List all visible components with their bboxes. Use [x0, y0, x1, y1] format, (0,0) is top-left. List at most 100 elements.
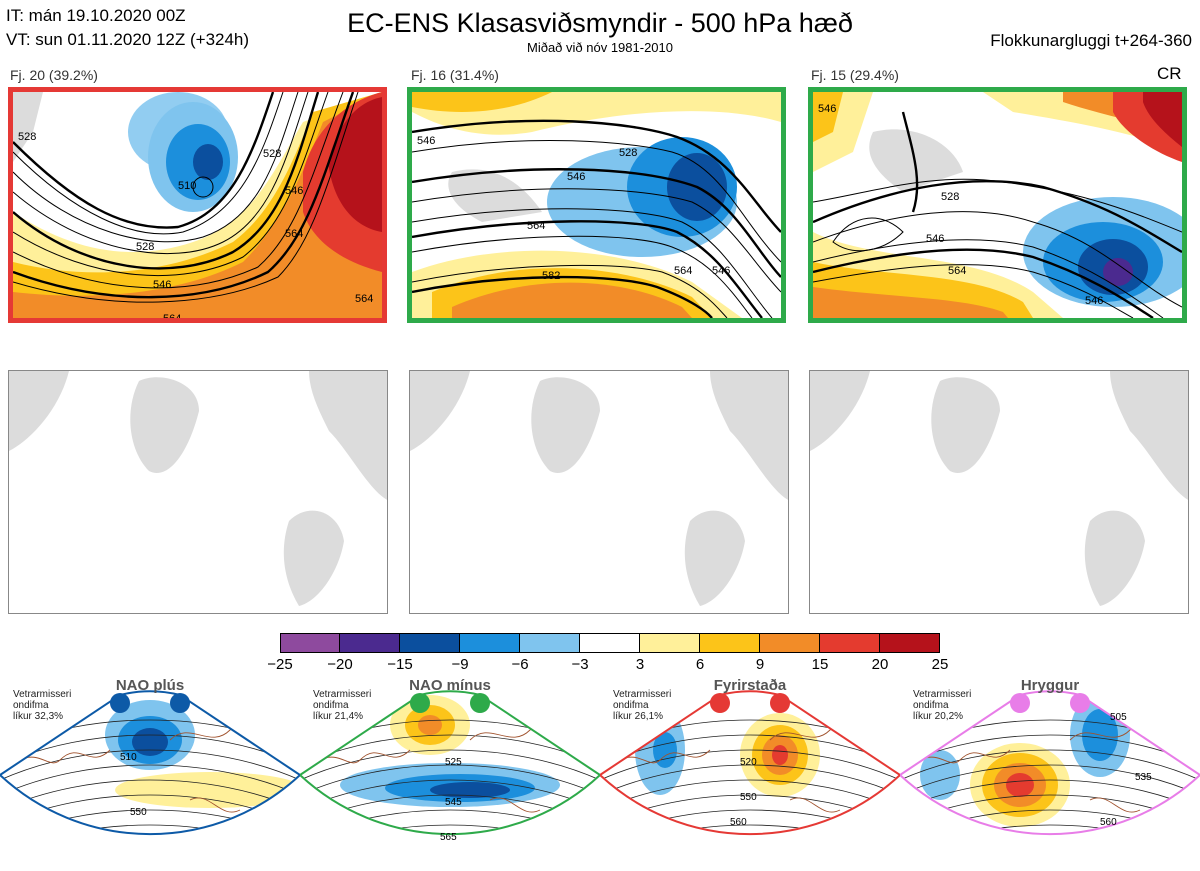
empty-map-2: [409, 370, 789, 614]
regime-title: NAO plús: [115, 677, 185, 694]
cluster-map-3-svg: 546 528 546 564 582 546: [813, 92, 1182, 318]
valid-time: VT: sun 01.11.2020 12Z (+324h): [6, 30, 250, 49]
colorbar-segment: [640, 633, 700, 653]
regime-note: Vetrarmisseri ondifma líkur 32,3%: [13, 689, 71, 722]
anomaly-shading: [772, 745, 788, 765]
regime-map-4: 505 535 560: [900, 690, 1200, 870]
height-contour: [600, 749, 900, 781]
contour-label: 564: [285, 228, 303, 240]
regime-map-2: 525 545 565: [300, 690, 600, 870]
regime-marker-dot: [1010, 693, 1030, 713]
contour-label: 546: [285, 185, 303, 197]
height-contour: [300, 779, 600, 811]
contour-label: 528: [619, 147, 637, 159]
cluster-map-2-svg: 546 528 546 564 582 564 546: [412, 92, 781, 318]
contour-label: 546: [1085, 295, 1103, 307]
cluster-window-label: Flokkunarglugg­i t+264-360: [990, 31, 1192, 50]
colorbar-tick-label: 15: [811, 656, 829, 673]
height-contour: [0, 749, 300, 781]
contour-label: 505: [1110, 712, 1127, 723]
colorbar-tick-label: −9: [451, 656, 469, 673]
regime-marker-dot: [110, 693, 130, 713]
colorbar-segment: [280, 633, 340, 653]
regime-marker-dot: [710, 693, 730, 713]
regime-note-line: líkur 20,2%: [913, 711, 964, 722]
anomaly-shading: [1012, 844, 1048, 856]
contour-label: 546: [712, 265, 730, 277]
contour-label: 545: [445, 797, 462, 808]
colorbar-tick-label: −6: [511, 656, 529, 673]
cluster-map-3: 546 528 546 564 582 546: [808, 87, 1187, 323]
contour-label: 546: [417, 135, 435, 147]
colorbar-tick-label: 25: [931, 656, 949, 673]
regime-border: [900, 690, 1200, 835]
contour-label: 520: [740, 757, 757, 768]
empty-map-3-svg: [810, 371, 1188, 606]
contour-label: 582: [542, 270, 560, 282]
contour-label: 528: [941, 191, 959, 203]
colorbar-segment: [700, 633, 760, 653]
anomaly-shading: [132, 728, 168, 756]
height-contour: [300, 764, 600, 796]
colorbar-tick-label: 3: [635, 656, 645, 673]
contour-label: 535: [1135, 772, 1152, 783]
page-title: EC-ENS Klasasviðsmyndir - 500 hPa hæð: [347, 8, 853, 38]
contour-label: 546: [818, 103, 836, 115]
regime-note-line: ondifma: [313, 700, 349, 711]
colorbar-segment: [460, 633, 520, 653]
height-contour: [900, 840, 1200, 870]
regime-note-line: ondifma: [913, 700, 949, 711]
regime-note-line: líkur 21,4%: [313, 711, 364, 722]
regime-note-line: ondifma: [613, 700, 649, 711]
anomaly-shading: [418, 715, 442, 735]
height-contour: [300, 824, 600, 835]
cluster-map-2: 546 528 546 564 582 564 546: [407, 87, 786, 323]
contour-label: 546: [567, 171, 585, 183]
contour-label: 565: [440, 832, 457, 843]
colorbar-segment: [760, 633, 820, 653]
contour-label: 546: [153, 279, 171, 291]
height-contour: [900, 779, 1200, 811]
height-contour: [0, 764, 300, 796]
regime-marker-dot: [170, 693, 190, 713]
colorbar-tick-label: −20: [327, 656, 353, 673]
height-contour: [900, 749, 1200, 781]
height-contour: [900, 764, 1200, 796]
colorbar-tick-label: −25: [267, 656, 293, 673]
contour-label: 510: [120, 752, 137, 763]
colorbar-tick-label: 9: [755, 656, 765, 673]
height-contour: [0, 779, 300, 811]
contour-label: 560: [730, 817, 747, 828]
header-info: IT: mán 19.10.2020 00Z VT: sun 01.11.202…: [6, 4, 249, 52]
regime-note-line: líkur 32,3%: [13, 711, 64, 722]
contour-label: 560: [1100, 817, 1117, 828]
anomaly-shading: [430, 782, 510, 798]
cluster-label-1: Fj. 20 (39.2%): [10, 67, 98, 83]
regime-marker-dot: [770, 693, 790, 713]
contour-label: 528: [263, 148, 281, 160]
height-contour: [300, 840, 600, 870]
cluster-map-1-svg: 510 528 528 546 564 528 546 564 564: [13, 92, 382, 318]
regime-marker-dot: [410, 693, 430, 713]
colorbar-tick-label: −15: [387, 656, 413, 673]
anomaly-shading: [115, 772, 300, 808]
regime-map-1: 510 550: [0, 690, 300, 835]
regime-border: [600, 690, 900, 835]
contour-label: 564: [355, 293, 373, 305]
contour-label: 546: [926, 233, 944, 245]
regime-map-3: 520 550 560: [600, 690, 900, 870]
regime-note: Vetrarmisseri ondifma líkur 21,4%: [313, 689, 371, 722]
empty-map-3: [809, 370, 1189, 614]
colorbar-tick-label: 6: [695, 656, 705, 673]
height-contour: [600, 840, 900, 870]
height-contour: [600, 764, 900, 796]
regime-title: NAO mínus: [409, 677, 491, 694]
issue-time: IT: mán 19.10.2020 00Z: [6, 6, 186, 25]
contour-label: 564: [527, 220, 545, 232]
contour-label: 525: [445, 757, 462, 768]
contour-label: 564: [674, 265, 692, 277]
contour-label: 564: [163, 313, 181, 318]
colorbar-segment: [880, 633, 940, 653]
regime-note-line: ondifma: [13, 700, 49, 711]
contour-label: 550: [130, 807, 147, 818]
